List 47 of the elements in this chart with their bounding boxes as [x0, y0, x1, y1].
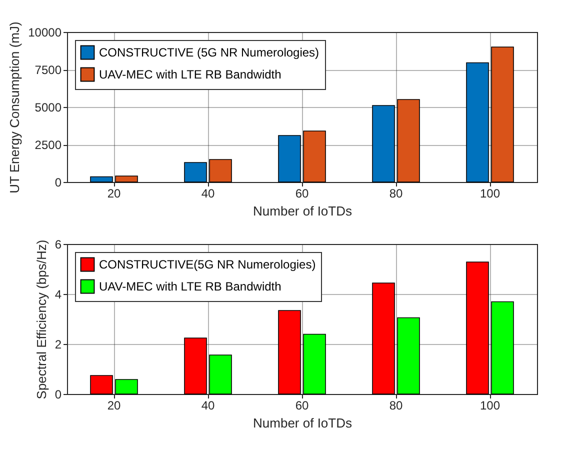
bar: [184, 162, 207, 182]
bar: [397, 99, 420, 182]
bar: [372, 282, 395, 394]
x-tick-label: 80: [389, 186, 403, 200]
y-tick-label: 7500: [34, 63, 62, 77]
bar: [278, 135, 301, 182]
bar: [90, 375, 113, 394]
bar: [115, 379, 138, 394]
legend-label: UAV-MEC with LTE RB Bandwidth: [99, 68, 282, 82]
bar: [303, 130, 326, 182]
y-tick-label: 0: [54, 388, 62, 402]
x-tick-label: 40: [201, 398, 215, 412]
bar: [209, 159, 232, 182]
y-tick-label: 2500: [34, 138, 62, 152]
x-axis-title: Number of IoTDs: [253, 416, 352, 430]
y-tick-label: 2: [54, 338, 62, 352]
x-tick-label: 100: [480, 186, 500, 200]
bar: [184, 338, 207, 394]
legend-label: CONSTRUCTIVE(5G NR Numerologies): [99, 258, 316, 272]
x-tick-label: 100: [480, 398, 500, 412]
bar: [466, 262, 489, 394]
y-tick-label: 0: [54, 176, 62, 190]
y-axis-title: Spectral Efficiency (bps/Hz): [34, 240, 49, 400]
y-tick-label: 10000: [28, 26, 62, 40]
x-tick-label: 40: [201, 186, 215, 200]
legend-label: UAV-MEC with LTE RB Bandwidth: [99, 280, 282, 294]
y-axis-title: UT Energy Consumption (mJ): [7, 22, 22, 194]
x-tick-label: 60: [295, 186, 309, 200]
bar: [115, 176, 138, 182]
bar: [491, 46, 514, 182]
x-tick-label: 80: [389, 398, 403, 412]
x-tick-label: 20: [107, 186, 121, 200]
y-tick-label: 4: [54, 288, 62, 302]
y-tick-label: 6: [54, 238, 62, 252]
bar: [90, 176, 113, 182]
bar: [491, 301, 514, 394]
bar: [303, 334, 326, 394]
bar: [466, 62, 489, 182]
bar: [209, 354, 232, 394]
x-tick-label: 60: [295, 398, 309, 412]
bar: [397, 317, 420, 394]
x-tick-label: 20: [107, 398, 121, 412]
bar: [372, 105, 395, 182]
bar: [278, 310, 301, 394]
y-tick-label: 5000: [34, 100, 62, 114]
legend-label: CONSTRUCTIVE (5G NR Numerologies): [99, 46, 320, 60]
x-axis-title: Number of IoTDs: [253, 204, 352, 218]
